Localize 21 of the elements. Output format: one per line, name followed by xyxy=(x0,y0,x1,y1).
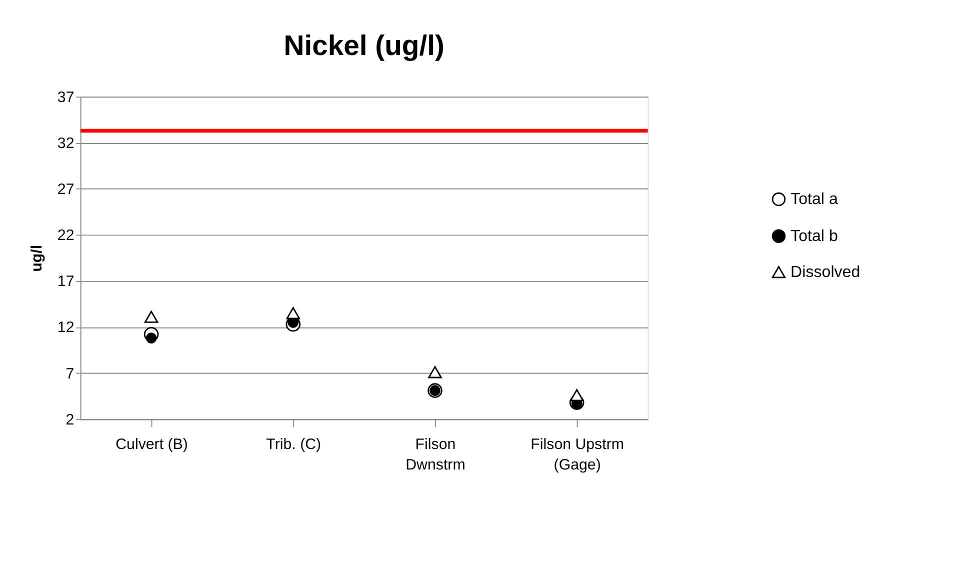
chart-title: Nickel (ug/l) xyxy=(284,30,444,62)
x-tick-label: Trib. (C) xyxy=(266,436,322,453)
y-tick-label: 17 xyxy=(57,273,74,290)
y-tick-label: 27 xyxy=(57,181,74,198)
y-tick-label: 22 xyxy=(57,227,74,244)
y-tick-label: 37 xyxy=(57,88,74,106)
y-tick-label: 7 xyxy=(66,365,74,382)
legend-label: Total a xyxy=(790,190,838,208)
point xyxy=(428,366,442,378)
y-tick-label: 2 xyxy=(66,411,74,428)
point xyxy=(570,389,584,402)
x-tick-label: Culvert (B) xyxy=(116,436,188,453)
point xyxy=(144,310,158,323)
legend-label: Dissolved xyxy=(790,262,860,281)
y-tick-label: 32 xyxy=(57,134,74,152)
point xyxy=(286,307,300,320)
legend-label: Total b xyxy=(790,226,838,245)
y-axis-title: ug/l xyxy=(28,244,46,272)
y-tick-label: 12 xyxy=(57,319,74,336)
x-tick-label: Filson Upstrm (Gage) xyxy=(530,436,624,474)
x-tick-label: Filson Dwnstrm xyxy=(406,436,466,474)
